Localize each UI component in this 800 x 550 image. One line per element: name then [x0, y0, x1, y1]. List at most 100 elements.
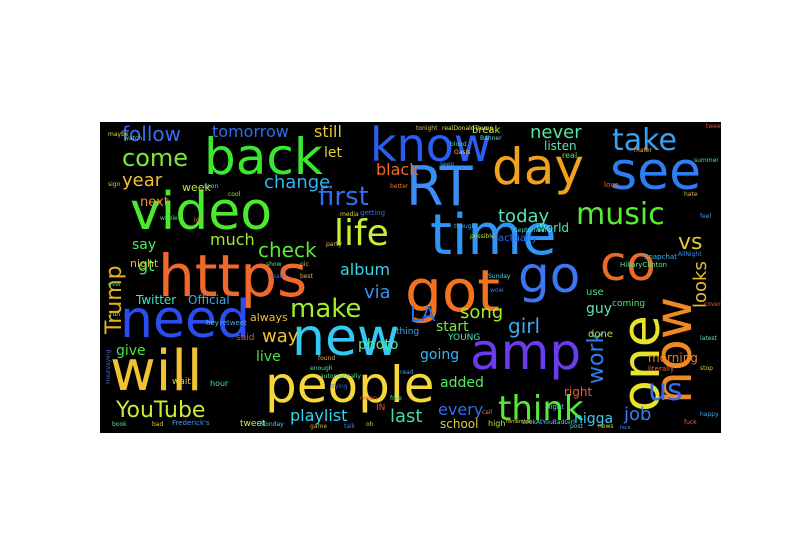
- word-right: right: [564, 385, 593, 399]
- word-come: come: [122, 144, 189, 172]
- word-Trump: Trump: [102, 265, 127, 334]
- word-Banner: Banner: [480, 135, 502, 142]
- word-whole: whole: [160, 215, 178, 222]
- word-see: see: [610, 142, 702, 202]
- word-Official: Official: [188, 293, 230, 307]
- word-day: day: [492, 138, 584, 196]
- word-realDonaldTrump: realDonaldTrump: [442, 125, 494, 132]
- word-amp: amp: [470, 323, 582, 381]
- word-post: post: [570, 423, 583, 430]
- word-time: time: [430, 203, 557, 268]
- word-media: media: [340, 211, 359, 218]
- word-show: show: [266, 261, 282, 268]
- word-run: run: [110, 311, 121, 318]
- word-added: added: [440, 375, 484, 391]
- word-possible: possible: [470, 233, 495, 240]
- word-much: much: [210, 230, 255, 249]
- word-job: job: [624, 404, 652, 425]
- word-change: change: [264, 172, 331, 193]
- word-music: music: [576, 197, 665, 232]
- word-song: song: [460, 302, 504, 323]
- word-better: better: [390, 183, 409, 190]
- word-give: give: [116, 343, 146, 359]
- word-always: always: [250, 311, 288, 324]
- word-Fredericks: Frederick's: [172, 419, 210, 427]
- word-cover: cover: [704, 301, 721, 308]
- word-read: read: [400, 369, 414, 376]
- word-LookAtYouBadGirl: LookAtYouBadGirl: [522, 419, 575, 426]
- word-back: back: [204, 128, 323, 186]
- word-Sunday: Sunday: [488, 273, 511, 280]
- word-lot: lot: [194, 217, 202, 224]
- word-done: done: [588, 329, 613, 340]
- word-morning: morning: [648, 351, 698, 365]
- word-let: let: [324, 145, 342, 161]
- word-thought: thought: [454, 223, 478, 230]
- word-make: make: [290, 294, 362, 324]
- word-take: take: [612, 123, 677, 158]
- word-RT: RT: [406, 155, 473, 218]
- word-never: never: [530, 122, 582, 143]
- word-watch: watch: [124, 135, 143, 142]
- word-latest: latest: [700, 335, 717, 342]
- word-Monday: Monday: [260, 421, 284, 428]
- word-flight: flight: [546, 403, 564, 411]
- word-video: video: [130, 182, 273, 242]
- word-need: need: [120, 290, 250, 350]
- word-blood: blood: [450, 141, 467, 148]
- word-break: break: [472, 125, 501, 136]
- word-think: think: [498, 389, 584, 429]
- word-high: high: [488, 419, 506, 428]
- word-summer: summer: [694, 157, 719, 164]
- word-cool: cool: [228, 191, 241, 198]
- word-real: real: [562, 151, 578, 160]
- word-tonight: tonight: [416, 125, 438, 132]
- word-go: go: [518, 246, 581, 304]
- word-IN: IN: [376, 403, 386, 413]
- word-man: man: [270, 273, 284, 280]
- word-photo: photo: [358, 337, 399, 353]
- word-hey: hey: [206, 319, 219, 327]
- word-happy: happy: [700, 411, 719, 418]
- word-maybe: maybe: [108, 131, 129, 138]
- word-black: black: [376, 160, 419, 179]
- word-talk: talk: [344, 423, 356, 430]
- word-tomorrow: tomorrow: [212, 122, 289, 141]
- word-last: last: [390, 406, 423, 427]
- word-seen: seen: [440, 161, 455, 168]
- word-girl: girl: [508, 314, 541, 338]
- word-Oasis: Oasis: [454, 149, 471, 156]
- word-thing: thing: [396, 327, 420, 337]
- word-world: world: [536, 221, 570, 235]
- word-soon: soon: [204, 183, 219, 190]
- word-gt: gt: [138, 256, 155, 275]
- word-first: first: [318, 182, 369, 212]
- word-https: https: [158, 242, 308, 310]
- word-follow: follow: [122, 122, 181, 146]
- word-tweet: tweet: [240, 419, 266, 429]
- word-oh: oh: [366, 421, 374, 428]
- word-night: night: [130, 257, 159, 270]
- word-hour: hour: [210, 379, 229, 388]
- word-Snapchat: Snapchat: [644, 253, 677, 261]
- word-AllNight: AllNight: [678, 251, 702, 258]
- word-best: best: [300, 273, 313, 280]
- word-playlist: playlist: [290, 406, 348, 425]
- word-YOUNG: YOUNG: [448, 333, 481, 343]
- word-year: year: [122, 170, 163, 191]
- word-game: game: [310, 423, 328, 430]
- word-way: way: [262, 326, 299, 347]
- word-will: will: [110, 339, 203, 404]
- word-today: today: [498, 206, 550, 227]
- word-face: face: [620, 425, 631, 431]
- word-feel: feel: [700, 213, 712, 220]
- word-love: love: [604, 181, 619, 189]
- word-trying: trying: [330, 383, 348, 390]
- word-guy: guy: [586, 301, 613, 317]
- word-start: start: [436, 319, 469, 335]
- word-bad: bad: [152, 421, 164, 428]
- word-enough: enough: [310, 365, 333, 372]
- word-September: September: [514, 227, 548, 234]
- word-say: say: [132, 237, 157, 253]
- word-wow: wow: [490, 287, 504, 294]
